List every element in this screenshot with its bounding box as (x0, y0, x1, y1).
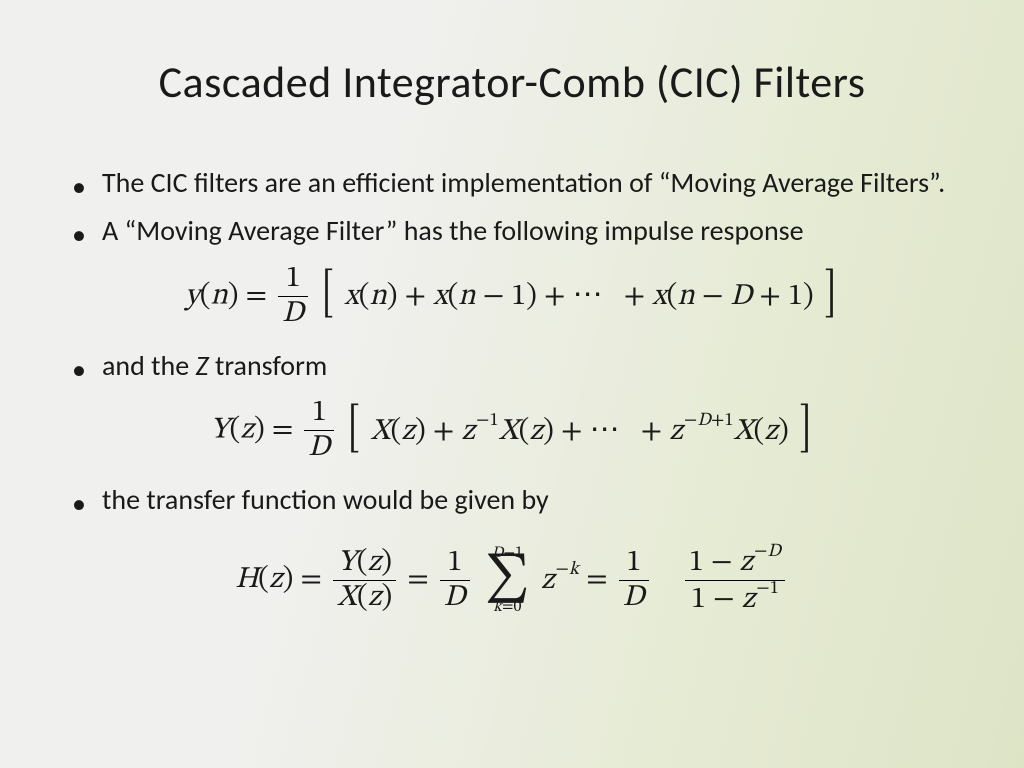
list-item: • A “Moving Average Filter” has the foll… (70, 212, 954, 254)
equation-impulse-response: y(n) = 1 D [ x(n) + x(n − 1) + ⋯ + x(n −… (70, 264, 954, 329)
slide-title: Cascaded Integrator-Comb (CIC) Filters (70, 55, 954, 109)
list-item: • and the Z transform and the Z transfor… (70, 347, 954, 389)
bullet-dot-icon: • (70, 212, 102, 254)
list-item: • The CIC filters are an efficient imple… (70, 164, 954, 206)
equation-transfer-function: H(z) = Y(z) X(z) = 1 D D−1 ∑ k=0 z−k = 1… (70, 545, 954, 615)
bullet-dot-icon: • (70, 164, 102, 206)
bullet-dot-icon: • (70, 481, 102, 523)
list-item: • the transfer function would be given b… (70, 481, 954, 523)
bullet-text-4: the transfer function would be given by (102, 481, 954, 519)
equation-z-transform: Y(z) = 1 D [ X(z) + z−1X(z) + ⋯ + z−D+1X… (70, 398, 954, 463)
bullet-text-1: The CIC filters are an efficient impleme… (102, 164, 954, 202)
bullet-text-3: and the Z transform and the Z transform (102, 347, 954, 385)
bullet-list: • The CIC filters are an efficient imple… (70, 164, 954, 615)
bullet-text-2: A “Moving Average Filter” has the follow… (102, 212, 954, 250)
bullet-dot-icon: • (70, 347, 102, 389)
